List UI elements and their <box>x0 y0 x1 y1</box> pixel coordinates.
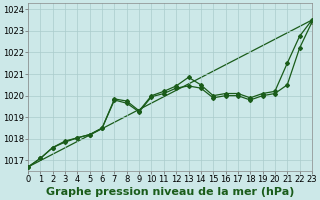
X-axis label: Graphe pression niveau de la mer (hPa): Graphe pression niveau de la mer (hPa) <box>46 187 294 197</box>
